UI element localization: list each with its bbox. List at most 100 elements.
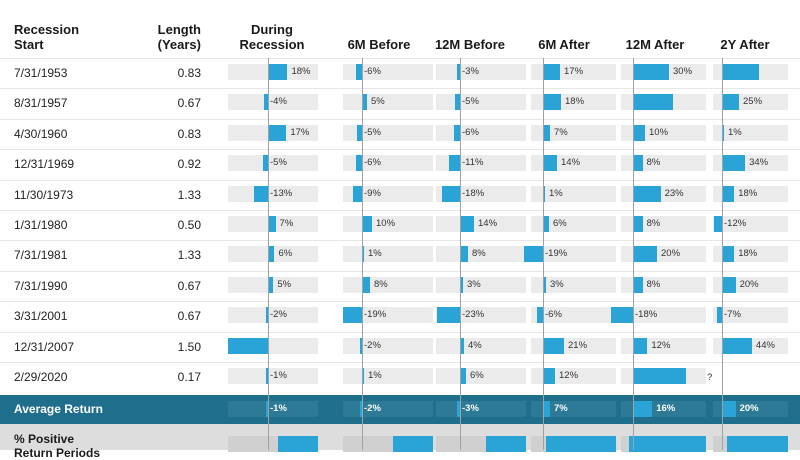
recession-start-date: 12/31/1969 xyxy=(14,157,75,172)
recession-returns-table: Recession Start Length (Years) During Re… xyxy=(0,22,800,460)
value-label: 8% xyxy=(646,218,661,229)
bar-track xyxy=(436,64,526,80)
value-bar xyxy=(265,307,268,324)
positive-bar xyxy=(726,436,788,452)
value-label: 20% xyxy=(739,403,759,414)
value-bar xyxy=(543,337,564,354)
value-bar xyxy=(356,64,362,80)
bar-track xyxy=(531,307,616,324)
value-label: 1% xyxy=(368,370,382,381)
value-bar xyxy=(543,216,549,232)
value-bar xyxy=(268,64,288,80)
row-separator xyxy=(0,88,800,90)
bar-track xyxy=(228,155,318,172)
bar-track xyxy=(713,124,788,141)
value-bar xyxy=(362,94,367,111)
value-bar xyxy=(457,64,460,80)
value-label: 8% xyxy=(472,248,486,260)
value-label: 14% xyxy=(561,157,581,169)
value-label: -6% xyxy=(462,126,479,138)
value-bar xyxy=(449,155,460,172)
value-bar xyxy=(722,185,735,202)
value-bar xyxy=(362,368,364,384)
value-label: 34% xyxy=(749,157,769,169)
value-bar xyxy=(717,307,722,324)
recession-length: 0.92 xyxy=(177,157,201,172)
bar-track xyxy=(228,368,318,384)
row-separator xyxy=(0,58,800,59)
value-label: 1% xyxy=(728,126,742,138)
value-bar xyxy=(343,307,362,324)
header-metric-1: 6M Before xyxy=(347,37,411,52)
value-bar xyxy=(633,94,673,111)
value-label: 5% xyxy=(371,96,385,108)
value-label: 7% xyxy=(279,218,294,229)
value-bar xyxy=(362,246,364,263)
value-label: -19% xyxy=(545,248,568,260)
recession-start-date: 2/29/2020 xyxy=(14,370,68,384)
bar-track xyxy=(436,368,526,384)
zero-line-0 xyxy=(268,58,269,450)
value-label: 14% xyxy=(478,218,498,229)
value-label: -9% xyxy=(364,187,381,199)
value-label: -11% xyxy=(462,157,484,169)
row-separator xyxy=(0,149,800,151)
value-label: -1% xyxy=(270,370,287,381)
header-metric-2: 12M Before xyxy=(434,37,506,52)
value-label: -5% xyxy=(462,96,479,108)
value-bar xyxy=(543,401,550,417)
value-label: 10% xyxy=(376,218,396,229)
row-separator xyxy=(0,179,800,181)
value-label: 18% xyxy=(738,248,758,260)
row-separator xyxy=(0,331,800,333)
value-bar xyxy=(722,155,746,172)
row-separator xyxy=(0,270,800,272)
bar-track xyxy=(531,276,616,293)
value-label: 23% xyxy=(664,187,684,199)
recession-length: 0.67 xyxy=(177,309,201,324)
value-bar xyxy=(460,216,474,232)
value-bar xyxy=(633,124,645,141)
bar-track xyxy=(343,307,433,324)
value-label: -3% xyxy=(462,403,479,414)
value-label: 21% xyxy=(568,339,588,351)
value-bar xyxy=(543,276,546,293)
value-bar xyxy=(362,276,370,293)
value-bar xyxy=(266,401,268,417)
value-bar xyxy=(268,216,276,232)
value-label: -19% xyxy=(364,309,387,321)
value-bar xyxy=(722,94,739,111)
recession-length: 0.67 xyxy=(177,278,201,293)
bar-track xyxy=(531,185,616,202)
value-bar xyxy=(633,246,657,263)
bar-track xyxy=(228,401,318,417)
value-bar xyxy=(543,155,557,172)
zero-line-4 xyxy=(633,58,634,450)
bar-track xyxy=(343,276,433,293)
value-bar xyxy=(353,185,362,202)
value-bar xyxy=(633,216,643,232)
recession-start-date: 12/31/2007 xyxy=(14,339,75,354)
value-bar xyxy=(460,276,463,293)
bar-track xyxy=(343,155,433,172)
row-separator xyxy=(0,118,800,120)
value-label: 1% xyxy=(549,187,563,199)
value-bar xyxy=(722,337,752,354)
value-label: 8% xyxy=(646,278,661,290)
bar-track xyxy=(343,368,433,384)
header-metric-3: 6M After xyxy=(538,37,590,52)
bar-track xyxy=(343,185,433,202)
value-bar xyxy=(460,368,466,384)
value-bar xyxy=(268,246,275,263)
row-separator xyxy=(0,240,800,242)
value-label: 17% xyxy=(290,126,310,138)
value-label: -2% xyxy=(270,309,287,321)
bar-track xyxy=(436,246,526,263)
bar-track xyxy=(531,124,616,141)
recession-length: 0.50 xyxy=(177,218,201,232)
value-label: -6% xyxy=(364,66,381,77)
bar-track xyxy=(228,94,318,111)
positive-bar xyxy=(392,436,433,452)
value-label: -12% xyxy=(724,218,747,229)
zero-line-5 xyxy=(722,58,723,450)
